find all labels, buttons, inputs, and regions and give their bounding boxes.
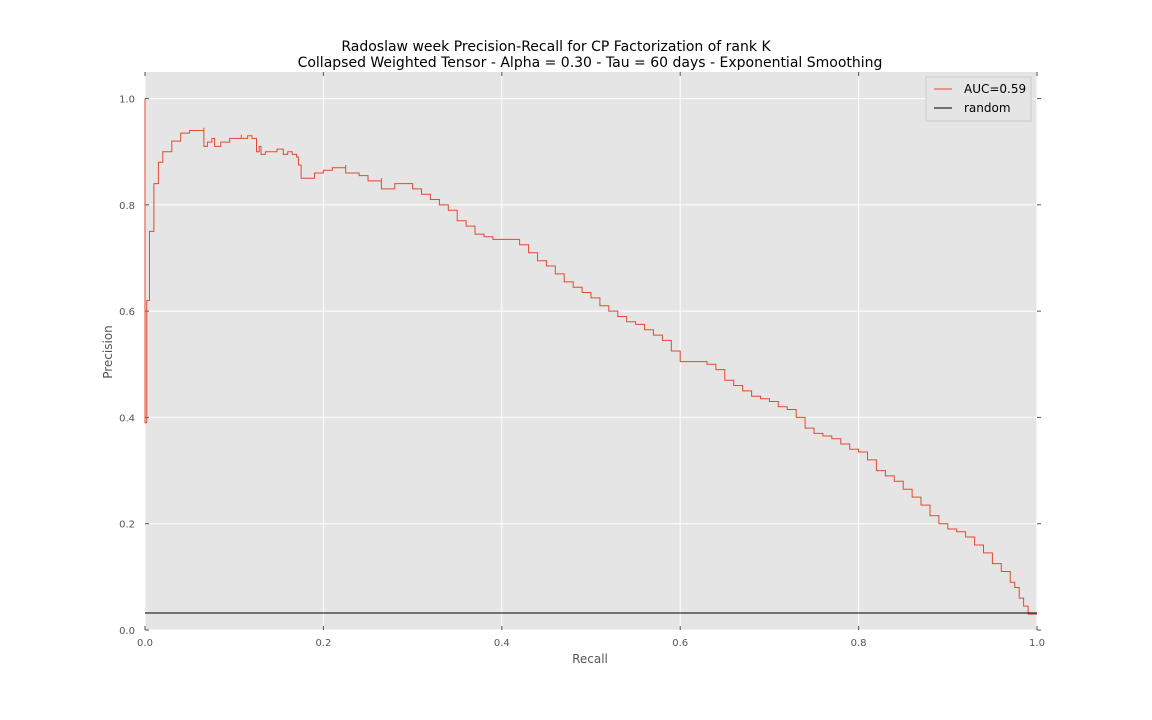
x-tick-label: 1.0 bbox=[1029, 638, 1045, 649]
y-tick-label: 1.0 bbox=[119, 95, 135, 106]
x-axis-label: Recall bbox=[572, 652, 608, 666]
y-tick-label: 0.0 bbox=[119, 626, 135, 637]
series-lines bbox=[144, 98, 1037, 615]
y-tick-label: 0.6 bbox=[119, 307, 135, 318]
x-tick-label: 0.8 bbox=[851, 638, 867, 649]
chart-title-line-1: Radoslaw week Precision-Recall for CP Fa… bbox=[341, 39, 771, 55]
y-tick-label: 0.4 bbox=[119, 413, 135, 424]
legend-box bbox=[925, 76, 1032, 122]
series-line-auc bbox=[144, 98, 1037, 615]
axis-ticks: 0.0 0.2 0.4 0.6 0.8 1.0 0.0 0.2 0.4 0.6 0.8 1.0 bbox=[119, 72, 1045, 649]
legend: AUC=0.59 random bbox=[925, 76, 1032, 122]
x-tick-label: 0.6 bbox=[672, 638, 688, 649]
legend-label-random: random bbox=[964, 101, 1011, 115]
plot-area bbox=[145, 72, 1037, 630]
x-tick-label: 0.2 bbox=[315, 638, 331, 649]
y-axis-label: Precision bbox=[101, 325, 115, 379]
x-tick-label: 0.4 bbox=[494, 638, 510, 649]
legend-label-auc: AUC=0.59 bbox=[964, 82, 1026, 96]
y-tick-label: 0.2 bbox=[119, 520, 135, 531]
grid-lines bbox=[144, 72, 1038, 631]
chart-title-line-2: Collapsed Weighted Tensor - Alpha = 0.30… bbox=[298, 55, 883, 71]
x-tick-label: 0.0 bbox=[137, 638, 153, 649]
y-tick-label: 0.8 bbox=[119, 201, 135, 212]
